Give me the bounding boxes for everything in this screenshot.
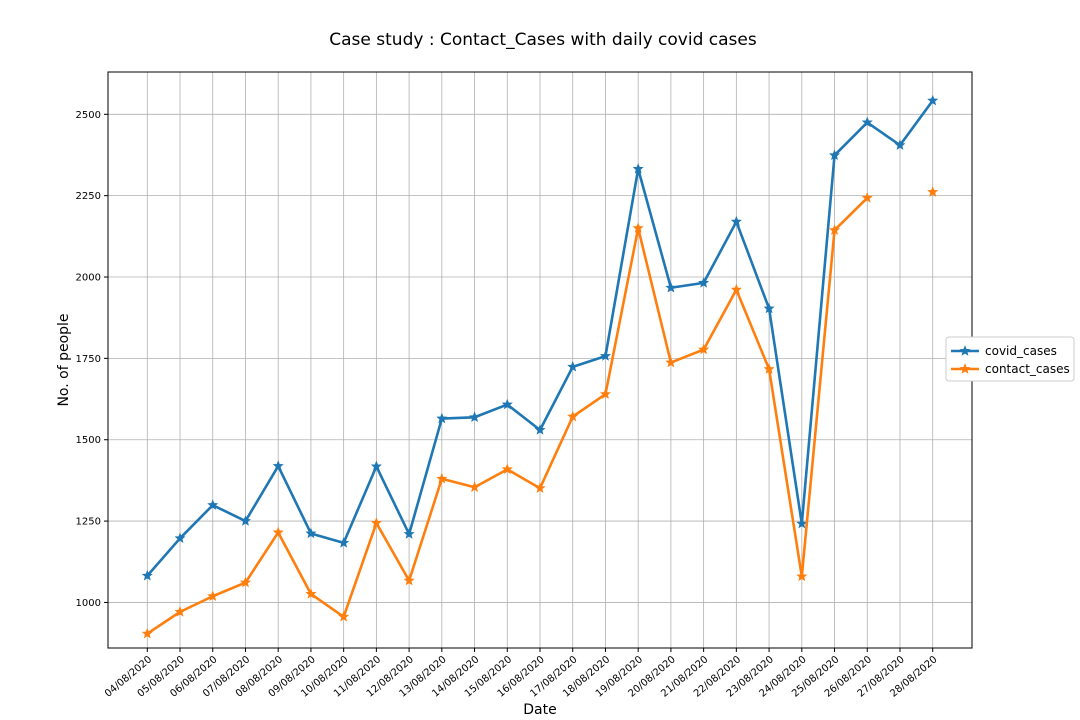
legend-label-covid_cases: covid_cases [985,344,1057,358]
data-point-contact_cases [436,472,448,484]
data-point-contact_cases [730,283,742,295]
data-point-covid_cases [763,302,775,314]
data-point-contact_cases [665,356,677,368]
data-point-contact_cases [338,610,350,622]
data-point-covid_cases [665,281,677,293]
y-tick-label: 2500 [76,110,101,121]
legend: covid_cases contact_cases [945,336,1075,382]
data-point-covid_cases [436,412,448,424]
data-point-contact_cases [174,606,186,617]
y-tick-label: 1250 [76,517,101,528]
data-point-contact_cases [796,570,808,582]
y-tick-label: 1500 [76,435,101,446]
x-axis-label: Date [523,702,556,718]
data-point-contact_cases [469,481,481,492]
data-point-covid_cases [272,460,284,471]
data-point-covid_cases [796,517,808,529]
data-point-contact_cases [534,482,546,493]
y-tick-label: 2000 [76,273,101,284]
data-point-contact_cases [632,222,644,233]
data-point-covid_cases [305,527,317,539]
series-layer [141,94,939,639]
data-point-contact_cases [272,526,284,538]
data-point-contact_cases [403,574,415,586]
data-point-covid_cases [534,424,546,435]
series-contact_cases [141,186,939,639]
legend-label-contact_cases: contact_cases [985,362,1070,376]
data-point-covid_cases [338,537,350,548]
data-point-contact_cases [927,186,939,197]
data-point-contact_cases [829,224,841,235]
data-point-covid_cases [207,499,219,510]
data-point-contact_cases [698,343,710,355]
y-axis: 1000 1250 1500 1750 2000 2250 2500 [76,110,108,609]
data-point-covid_cases [469,411,481,422]
legend-marker-covid_cases [959,345,971,356]
x-axis: 04/08/202005/08/202006/08/202007/08/2020… [103,648,940,700]
data-point-contact_cases [567,410,579,422]
chart-title: Case study : Contact_Cases with daily co… [329,30,757,50]
data-point-covid_cases [829,149,841,161]
data-point-contact_cases [763,363,775,374]
data-point-contact_cases [239,576,251,588]
data-point-contact_cases [207,590,219,601]
data-point-covid_cases [730,215,742,227]
data-point-contact_cases [370,517,382,528]
data-point-covid_cases [239,515,251,526]
data-point-covid_cases [370,460,382,472]
data-point-covid_cases [861,116,873,128]
data-point-contact_cases [599,388,611,399]
data-point-contact_cases [501,463,513,475]
data-point-covid_cases [141,569,153,581]
data-point-covid_cases [567,361,579,372]
grid-lines [108,72,972,648]
data-point-covid_cases [698,277,710,288]
y-tick-label: 2250 [76,191,101,202]
legend-marker-contact_cases [959,363,971,374]
data-point-contact_cases [141,627,153,639]
data-point-covid_cases [501,398,513,410]
data-point-covid_cases [599,350,611,361]
data-point-covid_cases [927,94,939,106]
y-axis-label: No. of people [56,313,72,406]
data-point-covid_cases [632,163,644,174]
data-point-contact_cases [861,192,873,203]
y-tick-label: 1750 [76,354,101,365]
data-point-covid_cases [894,139,906,150]
data-point-covid_cases [174,532,186,544]
data-point-covid_cases [403,528,415,539]
y-tick-label: 1000 [76,598,101,609]
data-point-contact_cases [305,588,317,599]
series-covid_cases [141,94,939,581]
